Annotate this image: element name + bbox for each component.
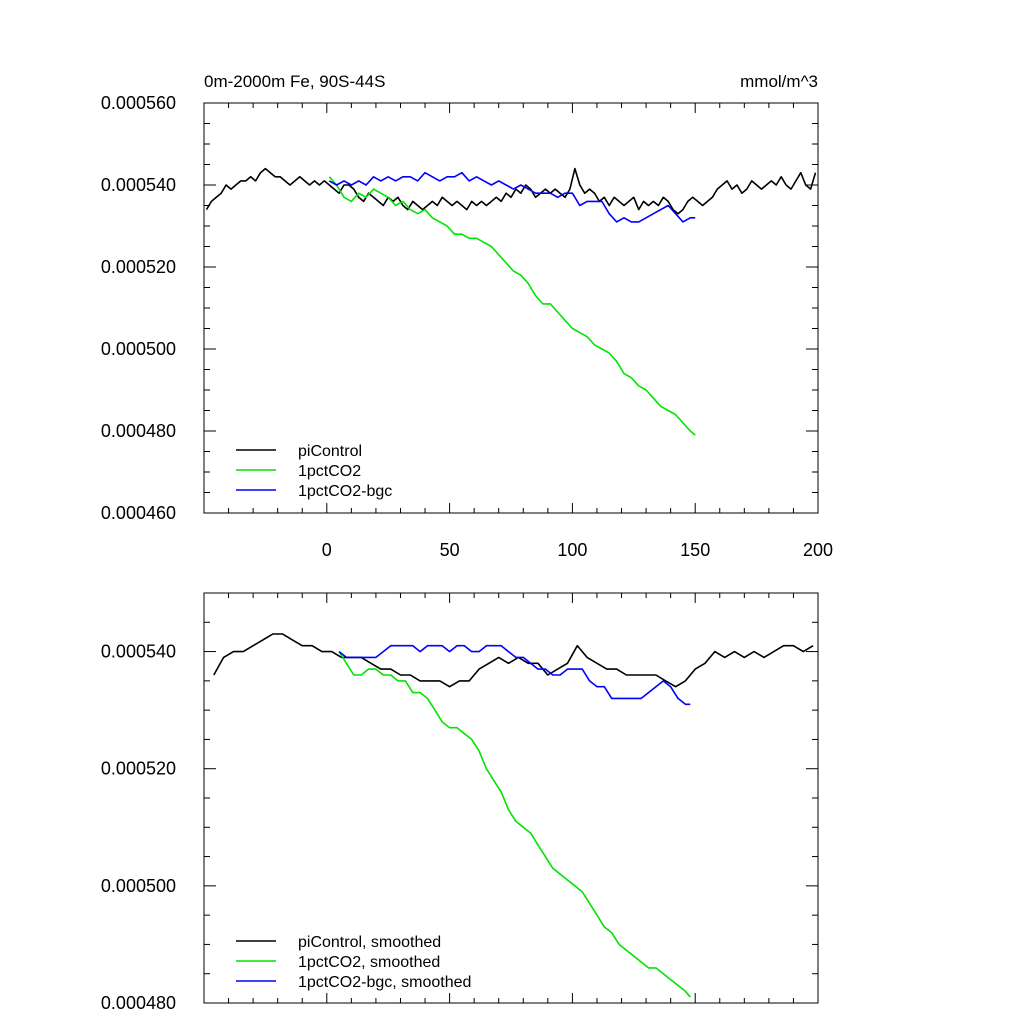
top-ytick-label-2: 0.000500 — [101, 339, 176, 359]
top-series-line-1pctco2 — [328, 176, 696, 436]
top-xtick-label-0: 0 — [322, 540, 332, 560]
top-panel-units: mmol/m^3 — [740, 72, 818, 91]
bottom-panel: 0.000480 0.000500 0.000520 0.000540 piContr… — [101, 592, 819, 1013]
top-series-line-picontrol — [205, 167, 817, 215]
bottom-ytick-label-1: 0.000500 — [101, 876, 176, 896]
bottom-ticks: 0.000480 0.000500 0.000520 0.000540 — [101, 592, 819, 1013]
bottom-ytick-label-0: 0.000480 — [101, 993, 176, 1013]
top-ytick-label-3: 0.000520 — [101, 257, 176, 277]
bottom-series — [213, 633, 814, 998]
top-ytick-label-0: 0.000460 — [101, 503, 176, 523]
top-ytick-label-4: 0.000540 — [101, 175, 176, 195]
top-legend-label-1pctco2: 1pctCO2 — [298, 463, 361, 480]
top-xtick-label-2: 100 — [557, 540, 587, 560]
bottom-series-line-1pctco2-bgc-smoothed — [338, 644, 691, 706]
top-legend-label-picontrol: piControl — [298, 443, 362, 460]
top-legend: piControl 1pctCO2 1pctCO2-bgc — [236, 443, 392, 500]
bottom-legend-label-picontrol: piControl, smoothed — [298, 934, 441, 951]
top-ytick-label-1: 0.000480 — [101, 421, 176, 441]
top-xtick-label-1: 50 — [440, 540, 460, 560]
bottom-ytick-label-3: 0.000540 — [101, 642, 176, 662]
top-ytick-label-5: 0.000560 — [101, 93, 176, 113]
top-legend-label-1pctco2-bgc: 1pctCO2-bgc — [298, 483, 392, 500]
top-plot-frame — [203, 102, 819, 514]
top-xtick-label-3: 150 — [680, 540, 710, 560]
top-panel-title: 0m-2000m Fe, 90S-44S — [204, 72, 385, 91]
top-series-line-1pctco2-bgc — [328, 171, 696, 223]
bottom-ytick-label-2: 0.000520 — [101, 759, 176, 779]
bottom-series-line-picontrol-smoothed — [213, 633, 814, 688]
bottom-legend: piControl, smoothed 1pctCO2, smoothed 1p… — [236, 934, 471, 991]
bottom-legend-label-1pctco2: 1pctCO2, smoothed — [298, 954, 440, 971]
top-series — [205, 167, 817, 436]
top-xtick-label-4: 200 — [803, 540, 833, 560]
top-panel: 0m-2000m Fe, 90S-44S mmol/m^3 0 50 100 150 2… — [101, 72, 833, 560]
top-ticks: 0 50 100 150 200 0.000460 0.000480 0.000500 0.00… — [101, 93, 833, 560]
bottom-series-line-1pctco2-smoothed — [338, 651, 691, 998]
bottom-legend-label-1pctco2-bgc: 1pctCO2-bgc, smoothed — [298, 974, 471, 991]
